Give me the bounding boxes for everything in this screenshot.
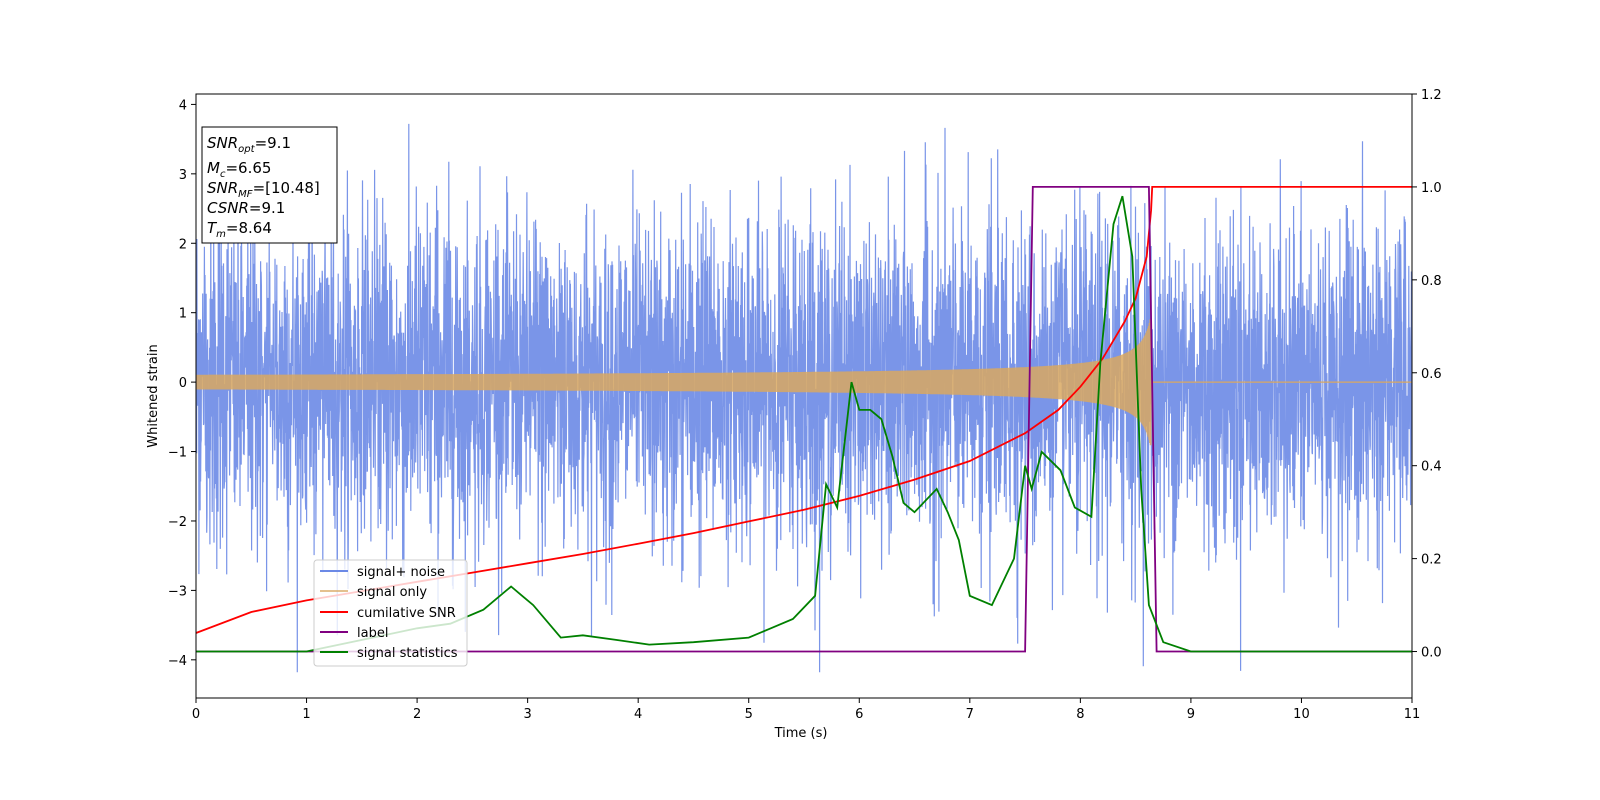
y-left-tick-label: −1 — [168, 446, 187, 461]
info-box: SNRopt=9.1 Mc=6.65 SNRMF=[10.48] CSNR=9.… — [201, 126, 338, 244]
y-right-tick-label: 1.2 — [1421, 88, 1442, 103]
y-left-tick-label: 2 — [179, 237, 187, 252]
legend-label-signal-noise: signal+ noise — [357, 565, 445, 580]
info-tm: Tm=8.64 — [207, 219, 272, 240]
info-mc: Mc=6.65 — [207, 159, 271, 180]
signal-statistics-line — [196, 195, 1412, 653]
legend-label-signal-statistics: signal statistics — [357, 646, 458, 661]
x-tick-label: 9 — [1187, 707, 1195, 722]
legend-frame — [313, 559, 468, 667]
signal-noise-line — [196, 123, 1412, 673]
x-tick-label: 11 — [1404, 707, 1421, 722]
y-axis-left-ticks: 4 3 2 1 0 −1 −2 −3 −4 — [168, 98, 196, 669]
x-tick-label: 10 — [1293, 707, 1310, 722]
info-snr-opt: SNRopt=9.1 — [207, 134, 291, 155]
info-snr-mf: SNRMF=[10.48] — [207, 179, 320, 200]
legend-label-signal-only: signal only — [357, 585, 427, 600]
y-axis-right-ticks: 1.2 1.0 0.8 0.6 0.4 0.2 0.0 — [1412, 88, 1442, 661]
x-tick-label: 7 — [966, 707, 974, 722]
y-left-tick-label: 3 — [179, 168, 187, 183]
x-tick-label: 8 — [1076, 707, 1084, 722]
x-tick-label: 3 — [523, 707, 531, 722]
y-left-tick-label: −4 — [168, 654, 187, 669]
y-right-tick-label: 0.8 — [1421, 274, 1442, 289]
y-right-tick-label: 0.6 — [1421, 367, 1442, 382]
x-tick-label: 1 — [302, 707, 310, 722]
y-left-tick-label: 1 — [179, 307, 187, 322]
x-tick-label: 5 — [745, 707, 753, 722]
y-right-tick-label: 0.4 — [1421, 460, 1442, 475]
y-right-tick-label: 0.2 — [1421, 553, 1442, 568]
x-tick-label: 2 — [413, 707, 421, 722]
y-left-tick-label: −2 — [168, 515, 187, 530]
y-left-tick-label: 0 — [179, 376, 187, 391]
legend: signal+ noise signal only cumilative SNR… — [313, 559, 468, 667]
info-csnr: CSNR=9.1 — [207, 199, 285, 217]
legend-label-label: label — [357, 626, 388, 641]
y-right-tick-label: 1.0 — [1421, 181, 1442, 196]
y-left-tick-label: −3 — [168, 584, 187, 599]
x-tick-label: 6 — [855, 707, 863, 722]
axes-frame — [195, 93, 1413, 699]
x-axis-label: Time (s) — [774, 726, 828, 741]
y-right-tick-label: 0.0 — [1421, 646, 1442, 661]
info-box-frame — [201, 126, 338, 244]
legend-label-cumulative-snr: cumilative SNR — [357, 606, 456, 621]
signal-only-line — [196, 318, 1152, 446]
x-tick-label: 4 — [634, 707, 642, 722]
y-left-tick-label: 4 — [179, 98, 187, 113]
y-axis-label: Whitened strain — [146, 344, 161, 447]
x-tick-label: 0 — [192, 707, 200, 722]
x-axis-ticks: 0 1 2 3 4 5 6 7 8 9 10 11 — [192, 698, 1420, 722]
